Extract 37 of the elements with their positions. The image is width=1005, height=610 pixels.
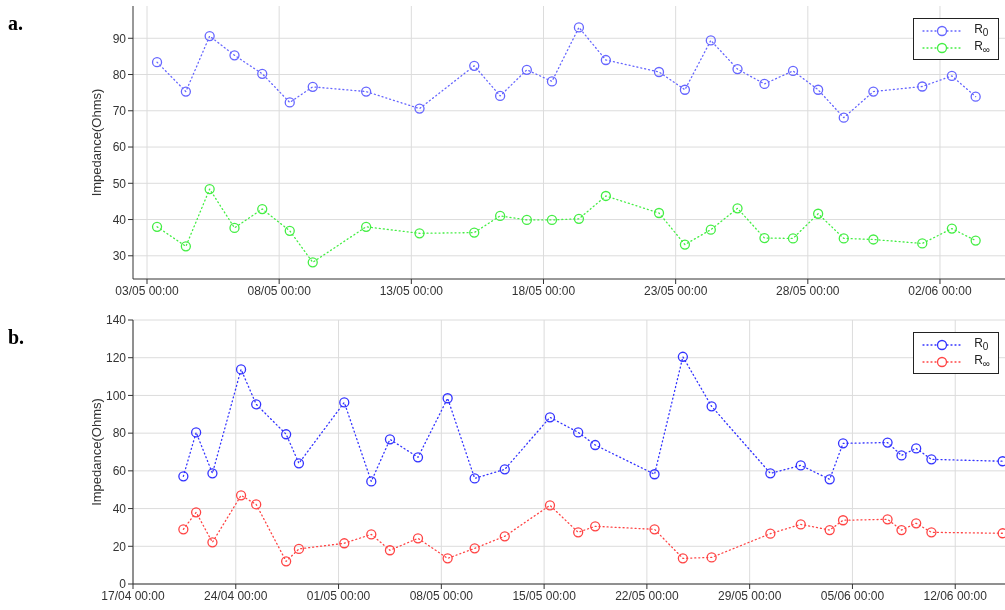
y-tick-label: 100 bbox=[105, 388, 127, 403]
x-tick-label: 02/06 00:00 bbox=[908, 283, 972, 298]
y-tick-label: 90 bbox=[112, 31, 127, 46]
x-tick-label: 01/05 00:00 bbox=[306, 588, 371, 603]
x-tick-label: 03/05 00:00 bbox=[115, 283, 180, 298]
y-tick-label: 40 bbox=[112, 212, 127, 227]
x-tick-label: 12/06 00:00 bbox=[923, 588, 988, 603]
x-tick-label: 23/05 00:00 bbox=[643, 283, 708, 298]
y-tick-label: 20 bbox=[112, 539, 127, 554]
legend-label: R$_{0}$ bbox=[974, 22, 989, 39]
x-tick-label: 08/05 00:00 bbox=[409, 588, 474, 603]
legend-label: R$_{∞}$ bbox=[974, 353, 990, 370]
y-tick-label: 140 bbox=[105, 313, 127, 328]
y-tick-label: 80 bbox=[112, 67, 127, 82]
legend-label: R$_{0}$ bbox=[974, 336, 989, 353]
y-tick-label: 60 bbox=[112, 140, 127, 155]
x-tick-label: 28/05 00:00 bbox=[776, 283, 840, 298]
x-tick-label: 29/05 00:00 bbox=[717, 588, 782, 603]
y-tick-label: 30 bbox=[112, 249, 127, 264]
text: b. bbox=[8, 326, 25, 349]
x-tick-label: 22/05 00:00 bbox=[615, 588, 679, 603]
x-tick-label: 05/06 00:00 bbox=[820, 588, 885, 603]
y-tick-label: 120 bbox=[105, 350, 127, 365]
x-tick-label: 13/05 00:00 bbox=[379, 283, 444, 298]
y-tick-label: 70 bbox=[112, 104, 127, 119]
y-tick-label: 50 bbox=[112, 176, 127, 191]
legend-label: R$_{∞}$ bbox=[974, 39, 990, 56]
y-axis-title: Impedance(Ohms) bbox=[88, 398, 104, 506]
y-axis-title: Impedance(Ohms) bbox=[88, 88, 104, 197]
x-tick-label: 08/05 00:00 bbox=[247, 283, 312, 298]
y-tick-label: 60 bbox=[112, 464, 127, 479]
y-tick-label: 80 bbox=[112, 426, 127, 441]
text: a. bbox=[8, 12, 23, 35]
x-tick-label: 24/04 00:00 bbox=[204, 588, 268, 603]
x-tick-label: 15/05 00:00 bbox=[512, 588, 577, 603]
x-tick-label: 18/05 00:00 bbox=[511, 283, 576, 298]
y-tick-label: 40 bbox=[112, 501, 127, 516]
